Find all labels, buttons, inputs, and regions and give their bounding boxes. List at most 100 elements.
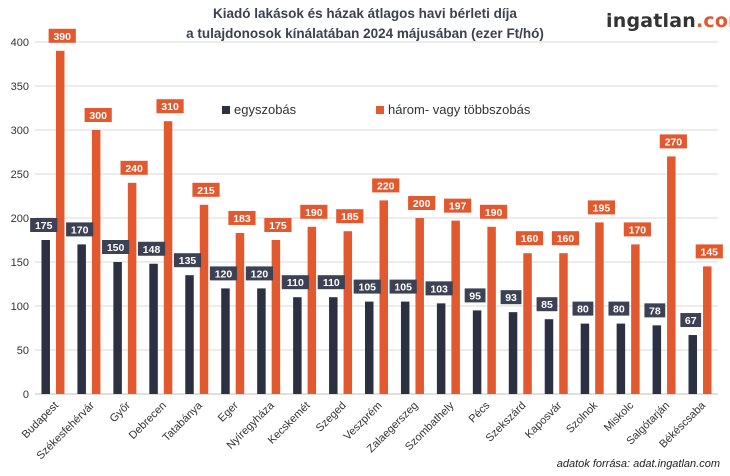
bar-egyszobas [257,288,266,394]
chart-title-line2: a tulajdonosok kínálatában 2024 májusába… [186,26,544,41]
x-category-label: Szeged [314,400,349,435]
y-tick-label: 0 [23,389,29,401]
y-tick-label: 350 [11,81,29,93]
bar-egyszobas [149,263,158,394]
data-label-tobbszobas: 390 [53,31,71,43]
data-label-egyszobas-bg [353,279,381,294]
data-label-tobbszobas-bg [444,198,472,213]
bar-tobbszobas [667,156,676,394]
x-category-label: Szolnok [564,399,601,436]
data-label-egyszobas-bg [173,253,202,268]
data-label-tobbszobas: 310 [161,101,179,113]
data-label-egyszobas-bg [500,290,522,305]
data-label-egyszobas: 110 [287,277,304,289]
bar-egyszobas [436,303,446,394]
data-label-tobbszobas: 160 [557,233,575,245]
x-category-label: Eger [216,399,241,424]
data-label-egyszobas: 148 [143,244,161,256]
bar-tobbszobas [451,220,460,394]
legend-label-egyszobas: egyszobás [234,102,297,117]
bar-tobbszobas [163,121,173,394]
data-label-tobbszobas-bg [408,196,436,210]
data-label-tobbszobas-bg [300,204,328,219]
data-label-tobbszobas-bg [336,209,364,224]
y-tick-label: 150 [11,257,29,269]
source-note: adatok forrása: adat.ingatlan.com [556,458,720,470]
data-label-egyszobas-bg [608,301,630,316]
data-label-tobbszobas: 170 [629,224,647,236]
data-label-tobbszobas-bg [695,244,723,259]
y-tick-label: 250 [11,169,29,181]
data-label-tobbszobas: 175 [269,220,287,232]
data-label-egyszobas-bg [572,301,594,316]
bar-tobbszobas [379,200,388,394]
bar-tobbszobas [127,182,137,394]
data-label-tobbszobas-bg [659,134,687,149]
data-label-egyszobas-bg [680,313,702,328]
bar-egyszobas [508,312,518,394]
data-label-tobbszobas-bg [479,204,508,219]
bar-egyszobas [580,323,590,394]
data-label-egyszobas-bg [66,222,94,237]
bar-tobbszobas [415,218,424,394]
x-category-label: Tatabánya [161,399,206,444]
data-label-tobbszobas-bg [372,178,400,193]
data-label-egyszobas-bg [536,297,558,312]
data-label-egyszobas-bg [102,240,130,254]
bar-tobbszobas [199,204,209,394]
brand-logo-main: ingatlan [606,10,697,32]
data-label-egyszobas: 85 [541,299,553,311]
bar-egyszobas [400,301,410,394]
data-label-egyszobas-bg [30,218,58,232]
y-tick-label: 300 [11,125,29,137]
data-label-tobbszobas: 190 [305,207,323,219]
data-label-egyszobas: 93 [505,292,517,304]
data-label-egyszobas: 103 [430,283,448,295]
data-label-egyszobas: 105 [358,282,376,294]
bar-egyszobas [688,335,698,394]
brand-logo[interactable]: ingatlan.com [606,10,730,32]
data-label-tobbszobas-bg [156,99,184,114]
data-label-egyszobas: 78 [649,305,661,317]
x-category-label: Győr [108,399,134,425]
bar-tobbszobas [523,253,532,394]
bar-egyszobas [652,325,662,394]
data-label-egyszobas: 170 [71,224,89,236]
data-label-egyszobas-bg [389,279,417,294]
bar-tobbszobas [631,244,640,394]
y-tick-label: 200 [11,213,29,225]
data-label-tobbszobas: 195 [593,202,611,214]
data-label-tobbszobas: 240 [125,163,143,175]
data-label-egyszobas: 150 [107,242,125,254]
bar-egyszobas [472,310,482,394]
y-tick-label: 50 [17,345,29,357]
brand-logo-suffix: .com [696,10,730,32]
bar-tobbszobas [307,226,317,394]
legend-label-tobbszobas: három- vagy többszobás [388,102,531,117]
data-label-tobbszobas: 185 [341,211,359,223]
bar-tobbszobas [55,50,65,395]
bar-tobbszobas [271,240,281,394]
bar-tobbszobas [235,232,245,394]
legend-swatch-egyszobas [222,106,230,114]
data-label-egyszobas: 105 [394,282,412,294]
chart-title: Kiadó lakások és házak átlagos havi bérl… [0,4,730,44]
data-label-tobbszobas-bg [264,218,292,232]
bar-egyszobas [544,319,554,394]
data-label-egyszobas-bg [464,288,486,303]
data-label-egyszobas-bg [245,266,274,281]
bar-egyszobas [329,297,338,394]
data-label-egyszobas: 135 [179,255,197,267]
bar-egyszobas [77,244,86,394]
data-label-egyszobas: 80 [613,304,625,316]
bar-egyszobas [616,323,626,394]
data-label-egyszobas: 67 [685,315,697,327]
data-label-egyszobas: 110 [323,277,340,289]
data-label-egyszobas-bg [317,275,345,290]
data-label-tobbszobas-bg [84,108,112,122]
data-label-egyszobas: 80 [577,304,589,316]
data-label-egyszobas-bg [644,303,666,318]
legend-swatch-tobbszobas [376,106,384,114]
x-category-label: Kaposvár [523,399,565,441]
